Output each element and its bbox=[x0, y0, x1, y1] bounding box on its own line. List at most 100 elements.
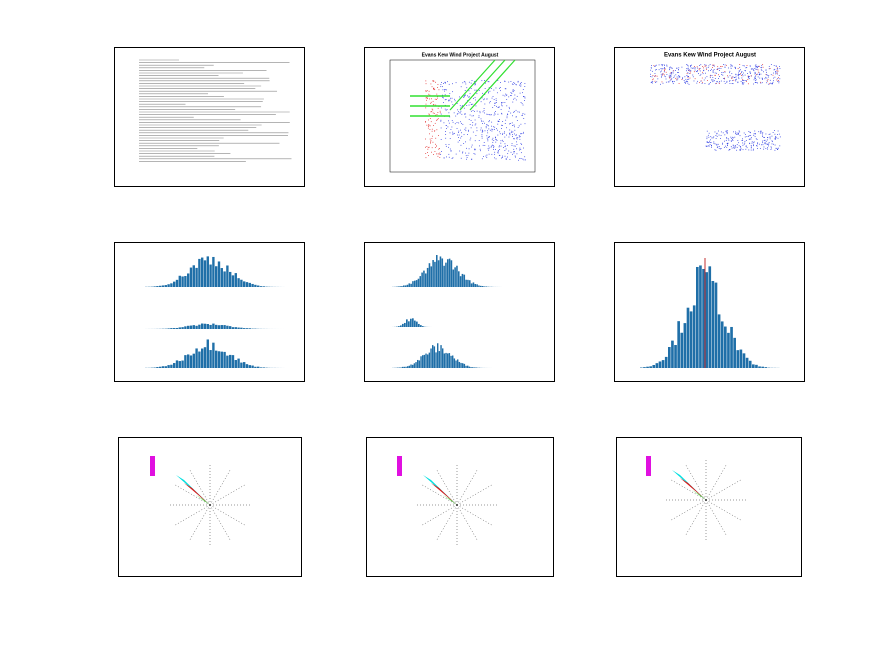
dot bbox=[511, 122, 513, 124]
dot bbox=[744, 74, 746, 76]
dot bbox=[436, 120, 438, 121]
dot bbox=[524, 113, 526, 115]
dot bbox=[772, 83, 773, 84]
dot bbox=[464, 81, 466, 83]
dot bbox=[511, 130, 513, 132]
dot bbox=[698, 69, 700, 71]
dot bbox=[484, 130, 486, 132]
dot bbox=[484, 80, 485, 81]
dot bbox=[502, 94, 504, 96]
dot bbox=[499, 155, 501, 156]
dot bbox=[660, 73, 662, 75]
dot bbox=[755, 68, 757, 70]
dot bbox=[739, 149, 741, 151]
dot bbox=[459, 96, 460, 98]
dot bbox=[749, 143, 751, 145]
dot bbox=[497, 80, 499, 81]
dot bbox=[722, 142, 724, 144]
dot bbox=[491, 97, 493, 99]
dot bbox=[772, 81, 774, 83]
dot bbox=[504, 88, 506, 90]
dot bbox=[512, 115, 513, 117]
dot bbox=[442, 97, 444, 99]
dot bbox=[513, 90, 515, 92]
dot bbox=[697, 80, 698, 82]
dot bbox=[778, 82, 780, 84]
dot bbox=[511, 153, 513, 155]
dot bbox=[752, 142, 754, 144]
dot bbox=[483, 108, 485, 109]
dot bbox=[522, 158, 524, 160]
dot bbox=[475, 89, 477, 91]
dot bbox=[757, 69, 759, 71]
dot bbox=[469, 102, 471, 103]
dot bbox=[741, 77, 743, 79]
dot bbox=[689, 70, 691, 72]
dot bbox=[440, 107, 442, 109]
dot bbox=[654, 76, 656, 78]
bar bbox=[436, 255, 438, 287]
dot bbox=[701, 83, 703, 84]
dot bbox=[494, 102, 495, 104]
dot bbox=[718, 74, 719, 76]
dot bbox=[482, 120, 484, 122]
bar bbox=[192, 265, 195, 287]
dot bbox=[520, 152, 522, 154]
dot bbox=[491, 130, 493, 132]
dot bbox=[738, 78, 740, 80]
dot bbox=[756, 68, 758, 70]
dot bbox=[698, 73, 699, 75]
dot bbox=[445, 99, 447, 100]
dot bbox=[717, 69, 719, 70]
dot bbox=[713, 142, 715, 144]
dot bbox=[737, 134, 739, 135]
dot bbox=[769, 68, 771, 69]
dot bbox=[706, 68, 707, 70]
dot bbox=[738, 71, 740, 72]
bar bbox=[402, 366, 404, 368]
dot bbox=[746, 147, 748, 149]
dot bbox=[490, 146, 492, 148]
dot bbox=[768, 143, 770, 145]
dot bbox=[513, 148, 515, 150]
bar bbox=[404, 322, 406, 327]
bar bbox=[425, 273, 427, 287]
dot bbox=[660, 64, 662, 66]
dot bbox=[452, 134, 454, 135]
dot bbox=[425, 80, 427, 82]
dot bbox=[448, 83, 450, 85]
dot bbox=[495, 141, 497, 143]
dot bbox=[499, 87, 501, 88]
bar bbox=[410, 318, 412, 327]
dot bbox=[687, 65, 689, 67]
dot bbox=[731, 83, 733, 84]
dot bbox=[672, 72, 674, 74]
dot bbox=[724, 71, 726, 73]
dot bbox=[775, 73, 777, 75]
dot bbox=[488, 87, 490, 89]
dot bbox=[761, 77, 763, 79]
dot bbox=[661, 68, 663, 70]
dot bbox=[499, 131, 501, 133]
bar bbox=[184, 355, 187, 368]
dot bbox=[466, 100, 468, 102]
dot bbox=[689, 72, 691, 74]
bar bbox=[231, 327, 235, 329]
dot bbox=[720, 80, 722, 82]
dot bbox=[504, 155, 506, 157]
bar bbox=[195, 267, 198, 287]
bar bbox=[401, 286, 403, 287]
dot bbox=[727, 142, 729, 144]
dot bbox=[470, 104, 472, 105]
dot bbox=[488, 145, 490, 147]
bar bbox=[212, 342, 215, 368]
dot bbox=[470, 137, 472, 139]
dot bbox=[743, 132, 745, 134]
dot bbox=[430, 102, 432, 104]
dot bbox=[664, 68, 666, 70]
dot bbox=[740, 149, 741, 151]
dot bbox=[753, 144, 754, 146]
dot bbox=[750, 138, 752, 140]
dot bbox=[709, 82, 711, 83]
bar bbox=[408, 321, 410, 327]
